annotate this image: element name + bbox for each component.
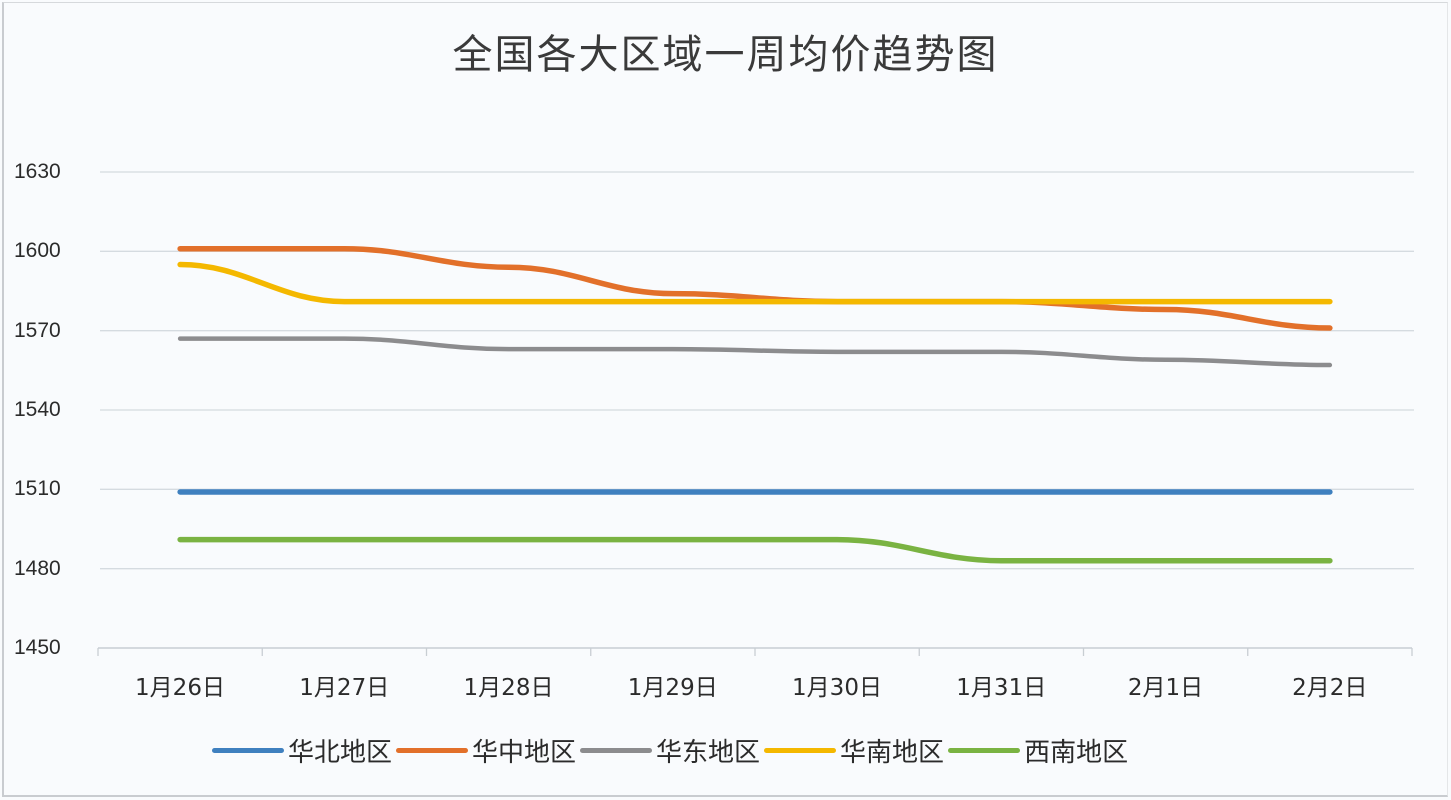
y-tick-label: 1630 — [14, 160, 61, 183]
x-tick-label: 2月2日 — [1292, 675, 1368, 701]
y-tick-label: 1570 — [14, 318, 61, 342]
legend-item-xinan[interactable]: 西南地区 — [948, 732, 1132, 769]
y-tick-label: 1540 — [14, 398, 61, 421]
series-line-4 — [177, 536, 1333, 564]
x-tick-label: 1月27日 — [299, 675, 390, 701]
y-tick-label: 1510 — [14, 477, 61, 501]
legend-item-huabei[interactable]: 华北地区 — [212, 732, 396, 769]
x-tick-label: 1月31日 — [956, 675, 1047, 701]
legend-item-huadong[interactable]: 华东地区 — [580, 732, 764, 769]
chart-title: 全国各大区域一周均价趋势图 — [452, 32, 999, 78]
legend-line-icon — [580, 747, 653, 753]
series-lines — [177, 245, 1333, 564]
legend-line-icon — [948, 747, 1021, 753]
legend-item-huanan[interactable]: 华南地区 — [764, 732, 948, 769]
x-tick-label: 1月29日 — [627, 675, 718, 701]
x-tick-label: 1月28日 — [463, 675, 554, 701]
series-line-1 — [177, 245, 1333, 331]
y-tick-label: 1450 — [14, 636, 61, 659]
x-tick-label: 1月26日 — [135, 675, 225, 701]
x-tick-label: 2月1日 — [1127, 675, 1204, 701]
y-tick-label: 1480 — [14, 556, 61, 580]
gridlines — [100, 171, 1414, 570]
legend-label: 华南地区 — [840, 737, 945, 768]
y-tick-label: 1600 — [14, 239, 61, 263]
legend-line-icon — [764, 747, 837, 753]
legend-label: 华北地区 — [288, 737, 393, 768]
legend-item-huazhong[interactable]: 华中地区 — [396, 732, 580, 769]
legend-label: 西南地区 — [1024, 737, 1129, 768]
x-axis-line — [97, 647, 1413, 656]
x-tick-label: 1月30日 — [792, 675, 882, 701]
legend: 华北地区 华中地区 华东地区 华南地区 西南地区 — [212, 730, 1132, 770]
series-line-2 — [177, 336, 1333, 368]
legend-line-icon — [396, 747, 469, 753]
legend-line-icon — [212, 747, 284, 753]
legend-label: 华东地区 — [656, 737, 761, 768]
legend-label: 华中地区 — [472, 737, 577, 768]
series-line-3 — [177, 261, 1333, 305]
